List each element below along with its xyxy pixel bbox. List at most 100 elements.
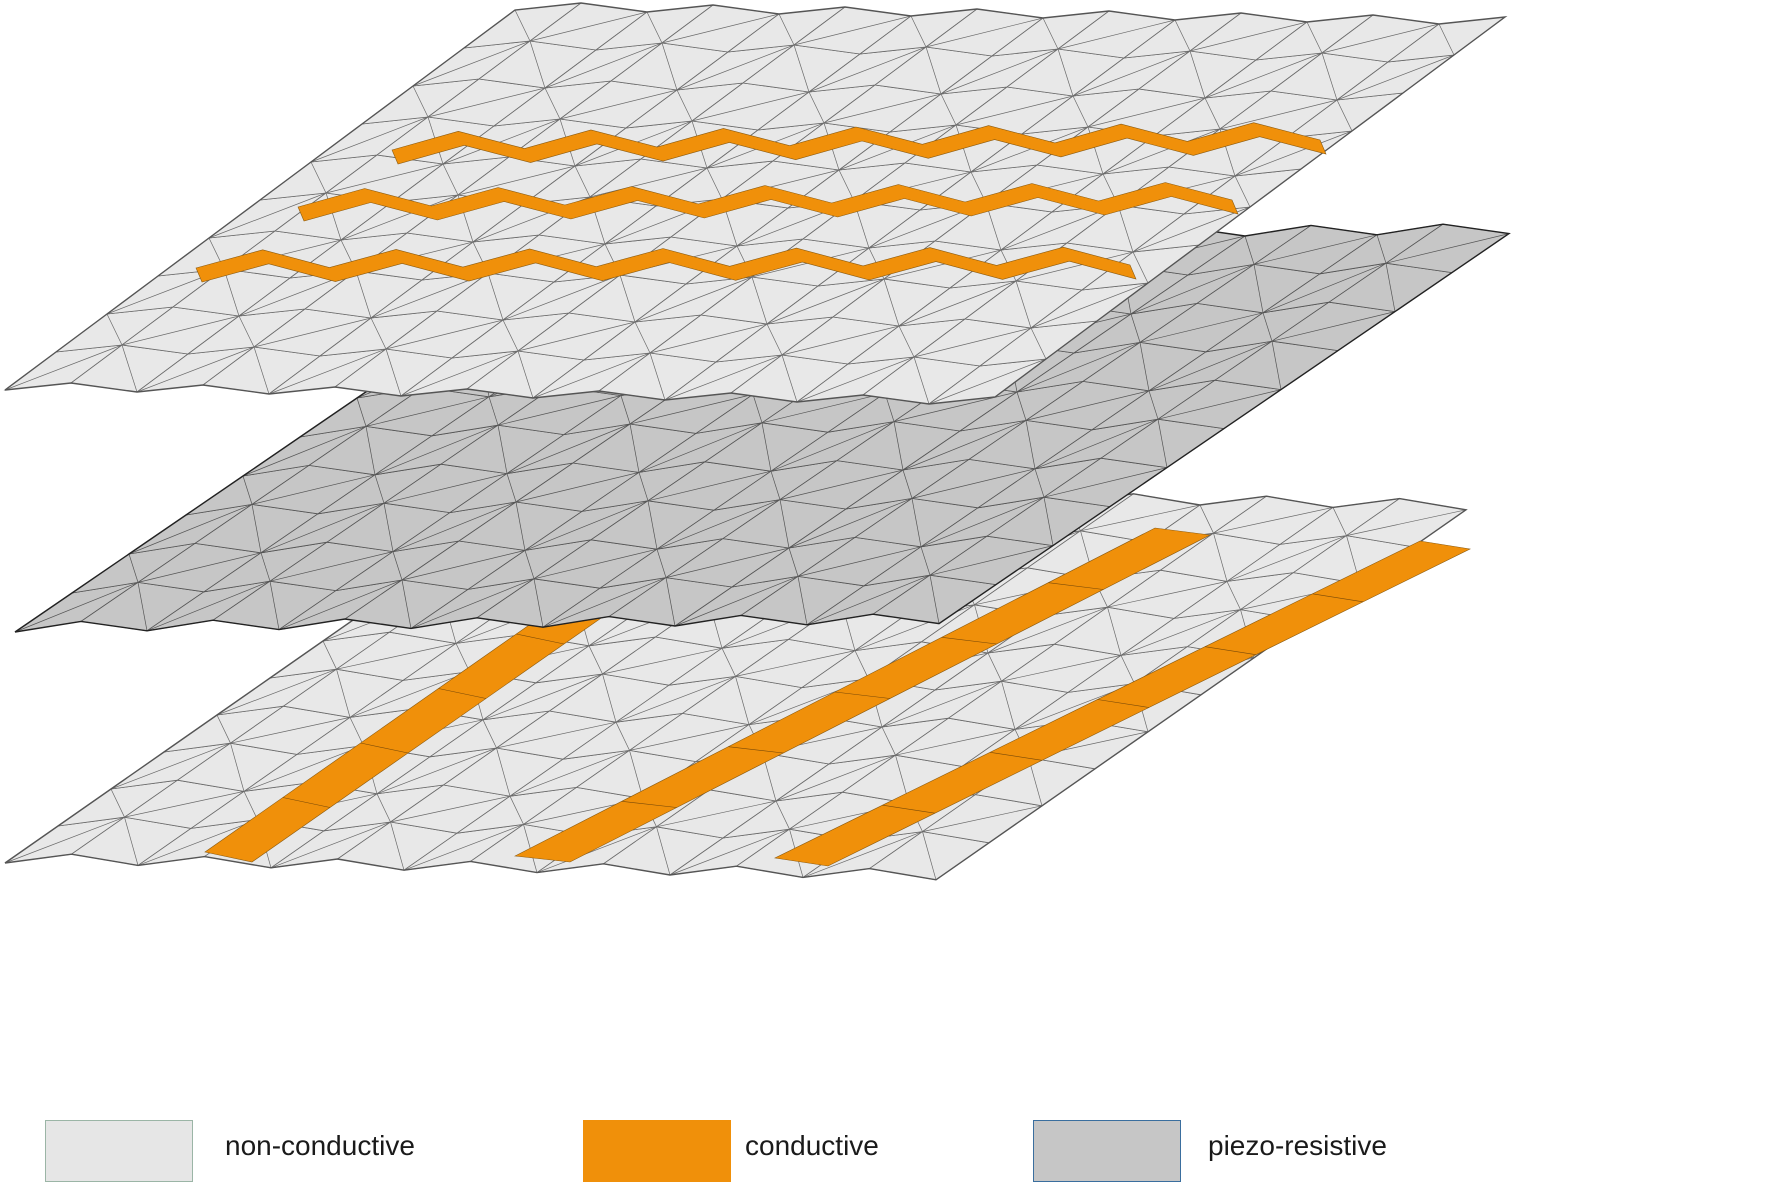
bottom-sheet-crease (124, 791, 245, 818)
top-sheet-crease (1132, 206, 1251, 253)
bottom-trace-crease (728, 746, 784, 754)
top-sheet-crease (208, 192, 327, 239)
top-sheet-crease (529, 40, 546, 89)
middle-sheet-crease (524, 550, 535, 579)
middle-sheet-crease (761, 392, 886, 424)
middle-sheet-crease (806, 574, 931, 626)
top-sheet-crease (268, 348, 387, 395)
middle-sheet-crease (1148, 390, 1159, 420)
middle-sheet-crease (488, 396, 499, 426)
middle-sheet-crease (506, 473, 517, 503)
top-sheet-crease (544, 42, 663, 89)
middle-sheet-crease (770, 471, 781, 500)
top-sheet-crease (1204, 97, 1221, 130)
bottom-trace-crease (621, 801, 677, 808)
middle-sheet-crease (929, 545, 1054, 576)
legend: non-conductive conductive piezo-resistiv… (0, 1100, 1772, 1182)
top-conductive-traces (195, 122, 1327, 283)
top-sheet-crease (589, 167, 708, 198)
top-sheet-crease (808, 46, 927, 93)
top-sheet-crease (1087, 97, 1206, 128)
top-sheet-crease (517, 321, 636, 352)
middle-sheet-crease (269, 581, 280, 630)
bottom-sheet-crease (216, 714, 231, 744)
bottom-sheet-crease (1213, 507, 1334, 534)
bottom-sheet-crease (735, 650, 856, 677)
bottom-sheet-crease (602, 647, 723, 675)
top-sheet-outline (4, 2, 1508, 405)
bottom-trace-crease (1204, 646, 1257, 655)
bottom-sheet-crease (881, 726, 896, 756)
middle-sheet-crease (788, 547, 799, 577)
bottom-sheet-crease (349, 717, 364, 746)
top-sheet-crease (1336, 99, 1353, 132)
bottom-sheet-crease (602, 673, 617, 723)
layered-sheet-diagram (3, 2, 1511, 881)
top-sheet-crease (928, 358, 1047, 405)
top-conductive-trace (391, 122, 1327, 165)
top-sheet-crease (676, 44, 795, 91)
top-sheet-crease (1321, 52, 1338, 101)
middle-sheet-crease (242, 475, 253, 505)
top-sheet-crease (487, 272, 504, 321)
top-sheet-crease (1204, 52, 1323, 99)
bottom-sheet-crease (536, 826, 657, 873)
middle-sheet-crease (1376, 234, 1387, 264)
bottom-sheet-crease (615, 676, 736, 723)
bottom-sheet-crease (216, 668, 337, 716)
bottom-trace-crease (282, 797, 331, 808)
top-sheet-crease (370, 317, 387, 350)
top-sheet-crease (442, 118, 561, 165)
middle-sheet-crease (629, 394, 754, 425)
middle-sheet-crease (365, 426, 376, 475)
middle-sheet-crease (1253, 264, 1264, 313)
legend-swatch-piezo-resistive (1033, 1120, 1181, 1182)
bottom-sheet-crease (230, 717, 351, 744)
middle-sheet-crease (356, 397, 367, 427)
middle-sheet-crease (260, 502, 385, 554)
top-sheet-crease (781, 325, 900, 356)
bottom-trace-crease (516, 633, 565, 645)
top-sheet-crease (619, 274, 636, 323)
bottom-sheet-crease (110, 788, 125, 818)
bottom-sheet-crease (802, 831, 923, 878)
legend-label-non-conductive: non-conductive (225, 1130, 415, 1161)
top-sheet-crease (253, 317, 372, 348)
middle-sheet-crease (911, 498, 922, 547)
bottom-sheet-crease (987, 652, 1002, 682)
bottom-sheet-crease (1107, 581, 1228, 608)
middle-sheet-crease (929, 575, 940, 624)
top-sheet-crease (898, 325, 915, 358)
top-sheet-crease (532, 352, 651, 399)
bottom-sheet-crease (922, 831, 937, 880)
top-sheet-crease (1102, 128, 1221, 175)
bottom-sheet-crease (509, 796, 524, 825)
top-conductive-trace (195, 246, 1137, 283)
top-sheet-crease (925, 46, 942, 95)
top-sheet-crease (106, 313, 123, 346)
top-sheet-crease (649, 323, 768, 354)
bottom-sheet-crease (1346, 509, 1467, 536)
middle-sheet-crease (533, 548, 658, 580)
top-conductive-trace (297, 182, 1239, 222)
top-sheet-crease (634, 321, 651, 354)
middle-sheet-crease (401, 579, 412, 629)
bottom-sheet-crease (1001, 681, 1016, 730)
top-sheet-crease (310, 161, 327, 194)
bottom-trace-crease (989, 752, 1043, 761)
top-sheet-crease (1174, 19, 1191, 52)
top-sheet-crease (400, 350, 519, 397)
bottom-sheet-crease (775, 754, 896, 802)
bottom-trace-crease (360, 742, 409, 754)
middle-sheet-crease (137, 552, 262, 583)
top-sheet-crease (766, 323, 783, 356)
top-sheet-crease (778, 13, 795, 46)
middle-sheet-crease (1385, 263, 1396, 312)
top-sheet-crease (574, 165, 591, 198)
top-sheet-crease (310, 116, 429, 163)
bottom-sheet-crease (1226, 535, 1347, 582)
top-sheet-crease (706, 167, 723, 200)
bottom-sheet-crease (1080, 504, 1201, 532)
middle-sheet-crease (1253, 234, 1378, 265)
bottom-sheet-crease (775, 800, 790, 830)
